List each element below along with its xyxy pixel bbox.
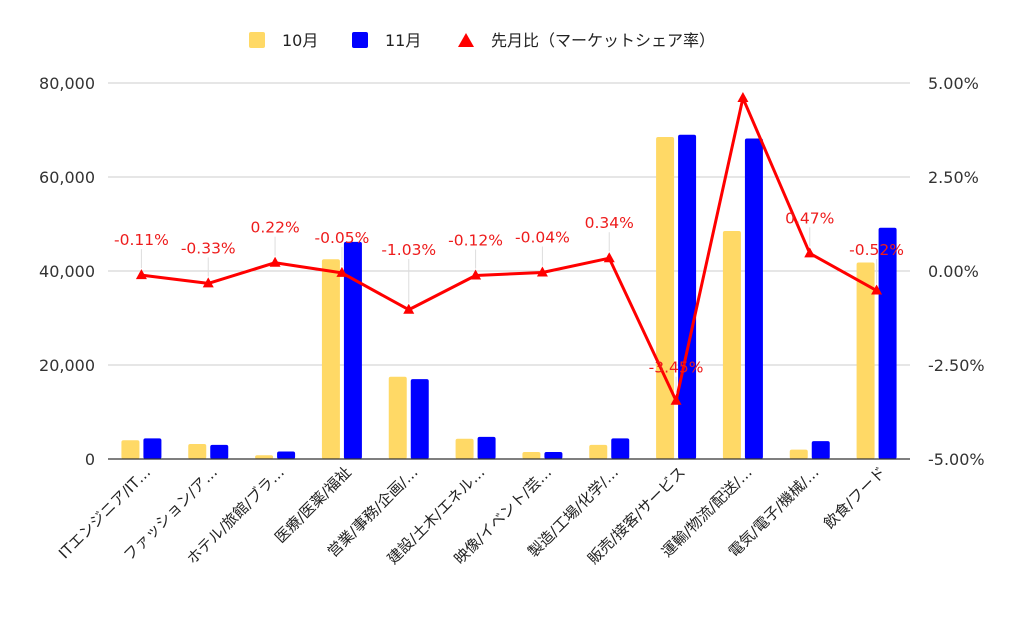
left-tick-label: 40,000 — [39, 262, 95, 281]
share-point — [603, 252, 615, 263]
right-tick-label: 0.00% — [928, 262, 979, 281]
share-point — [804, 247, 816, 258]
share-data-label: 0.22% — [250, 219, 299, 237]
share-data-label: -0.33% — [181, 239, 236, 257]
legend-label-share: 先月比（マーケットシェア率） — [491, 31, 715, 50]
share-line-series — [135, 92, 883, 405]
left-axis-ticks: 0 20,000 40,000 60,000 80,000 — [39, 74, 95, 469]
bar-oct — [321, 259, 340, 459]
share-data-label: -0.52% — [849, 241, 904, 259]
share-line — [141, 96, 878, 403]
legend-triangle-icon — [458, 33, 474, 47]
bar-oct — [722, 231, 741, 459]
share-point — [336, 266, 348, 277]
legend-label-nov: 11月 — [385, 31, 421, 50]
share-point — [871, 284, 883, 295]
legend: 10月 11月 先月比（マーケットシェア率） — [249, 31, 715, 50]
share-data-label: -0.11% — [114, 231, 169, 249]
bar-nov — [210, 444, 229, 459]
legend-item-nov: 11月 — [352, 31, 421, 50]
bar-oct — [789, 449, 808, 459]
bar-oct — [255, 455, 274, 459]
gridlines — [108, 82, 910, 366]
share-point — [536, 266, 548, 277]
share-data-label: -3.45% — [649, 359, 704, 377]
share-data-label: -0.05% — [314, 229, 369, 247]
share-point — [670, 394, 682, 405]
right-tick-label: 5.00% — [928, 74, 979, 93]
bar-nov — [477, 436, 496, 459]
category-label: 飲食/フード — [820, 463, 889, 532]
right-tick-label: 2.50% — [928, 168, 979, 187]
bar-nov — [143, 438, 162, 459]
bar-oct — [522, 451, 541, 459]
share-data-labels: -0.11% -0.33% 0.22% -0.05% -1.03% -0.12% -0.04… — [114, 209, 904, 394]
left-tick-label: 80,000 — [39, 74, 95, 93]
left-tick-label: 60,000 — [39, 168, 95, 187]
share-point — [202, 277, 214, 288]
share-point — [737, 92, 749, 103]
share-data-label: -1.03% — [381, 241, 436, 259]
bar-nov — [277, 451, 296, 459]
bar-nov — [410, 379, 429, 459]
bar-nov — [611, 438, 630, 459]
legend-swatch-oct — [249, 32, 265, 48]
share-point — [470, 269, 482, 280]
share-data-label: -0.04% — [515, 229, 570, 247]
legend-label-oct: 10月 — [282, 31, 318, 50]
category-labels: ITエンジニア/IT…ファッション/ア…ホテル/旅館/ブラ…医療/医薬/福祉営業… — [55, 463, 889, 568]
share-data-label: -0.12% — [448, 232, 503, 250]
right-tick-label: -5.00% — [928, 450, 985, 469]
legend-item-share: 先月比（マーケットシェア率） — [458, 31, 715, 50]
left-tick-label: 20,000 — [39, 356, 95, 375]
share-point — [403, 303, 415, 314]
left-tick-label: 0 — [85, 450, 95, 469]
bar-oct — [188, 443, 207, 459]
bar-oct — [656, 137, 675, 460]
share-data-label: 0.34% — [585, 214, 634, 232]
bar-oct — [589, 444, 608, 459]
bar-nov — [678, 134, 697, 459]
bar-nov — [878, 227, 897, 459]
right-tick-label: -2.50% — [928, 356, 985, 375]
share-point — [269, 256, 281, 267]
legend-item-oct: 10月 — [249, 31, 318, 50]
bar-oct — [455, 438, 474, 459]
bar-oct — [856, 262, 875, 459]
bar-nov — [343, 241, 362, 459]
bar-oct — [121, 440, 140, 459]
bar-oct — [388, 376, 407, 459]
bar-nov — [744, 138, 763, 459]
share-data-label: 0.47% — [785, 209, 834, 227]
share-point — [135, 269, 147, 280]
right-axis-ticks: -5.00% -2.50% 0.00% 2.50% 5.00% — [928, 74, 985, 469]
legend-swatch-nov — [352, 32, 368, 48]
bar-nov — [544, 451, 563, 459]
bar-nov — [811, 441, 830, 459]
